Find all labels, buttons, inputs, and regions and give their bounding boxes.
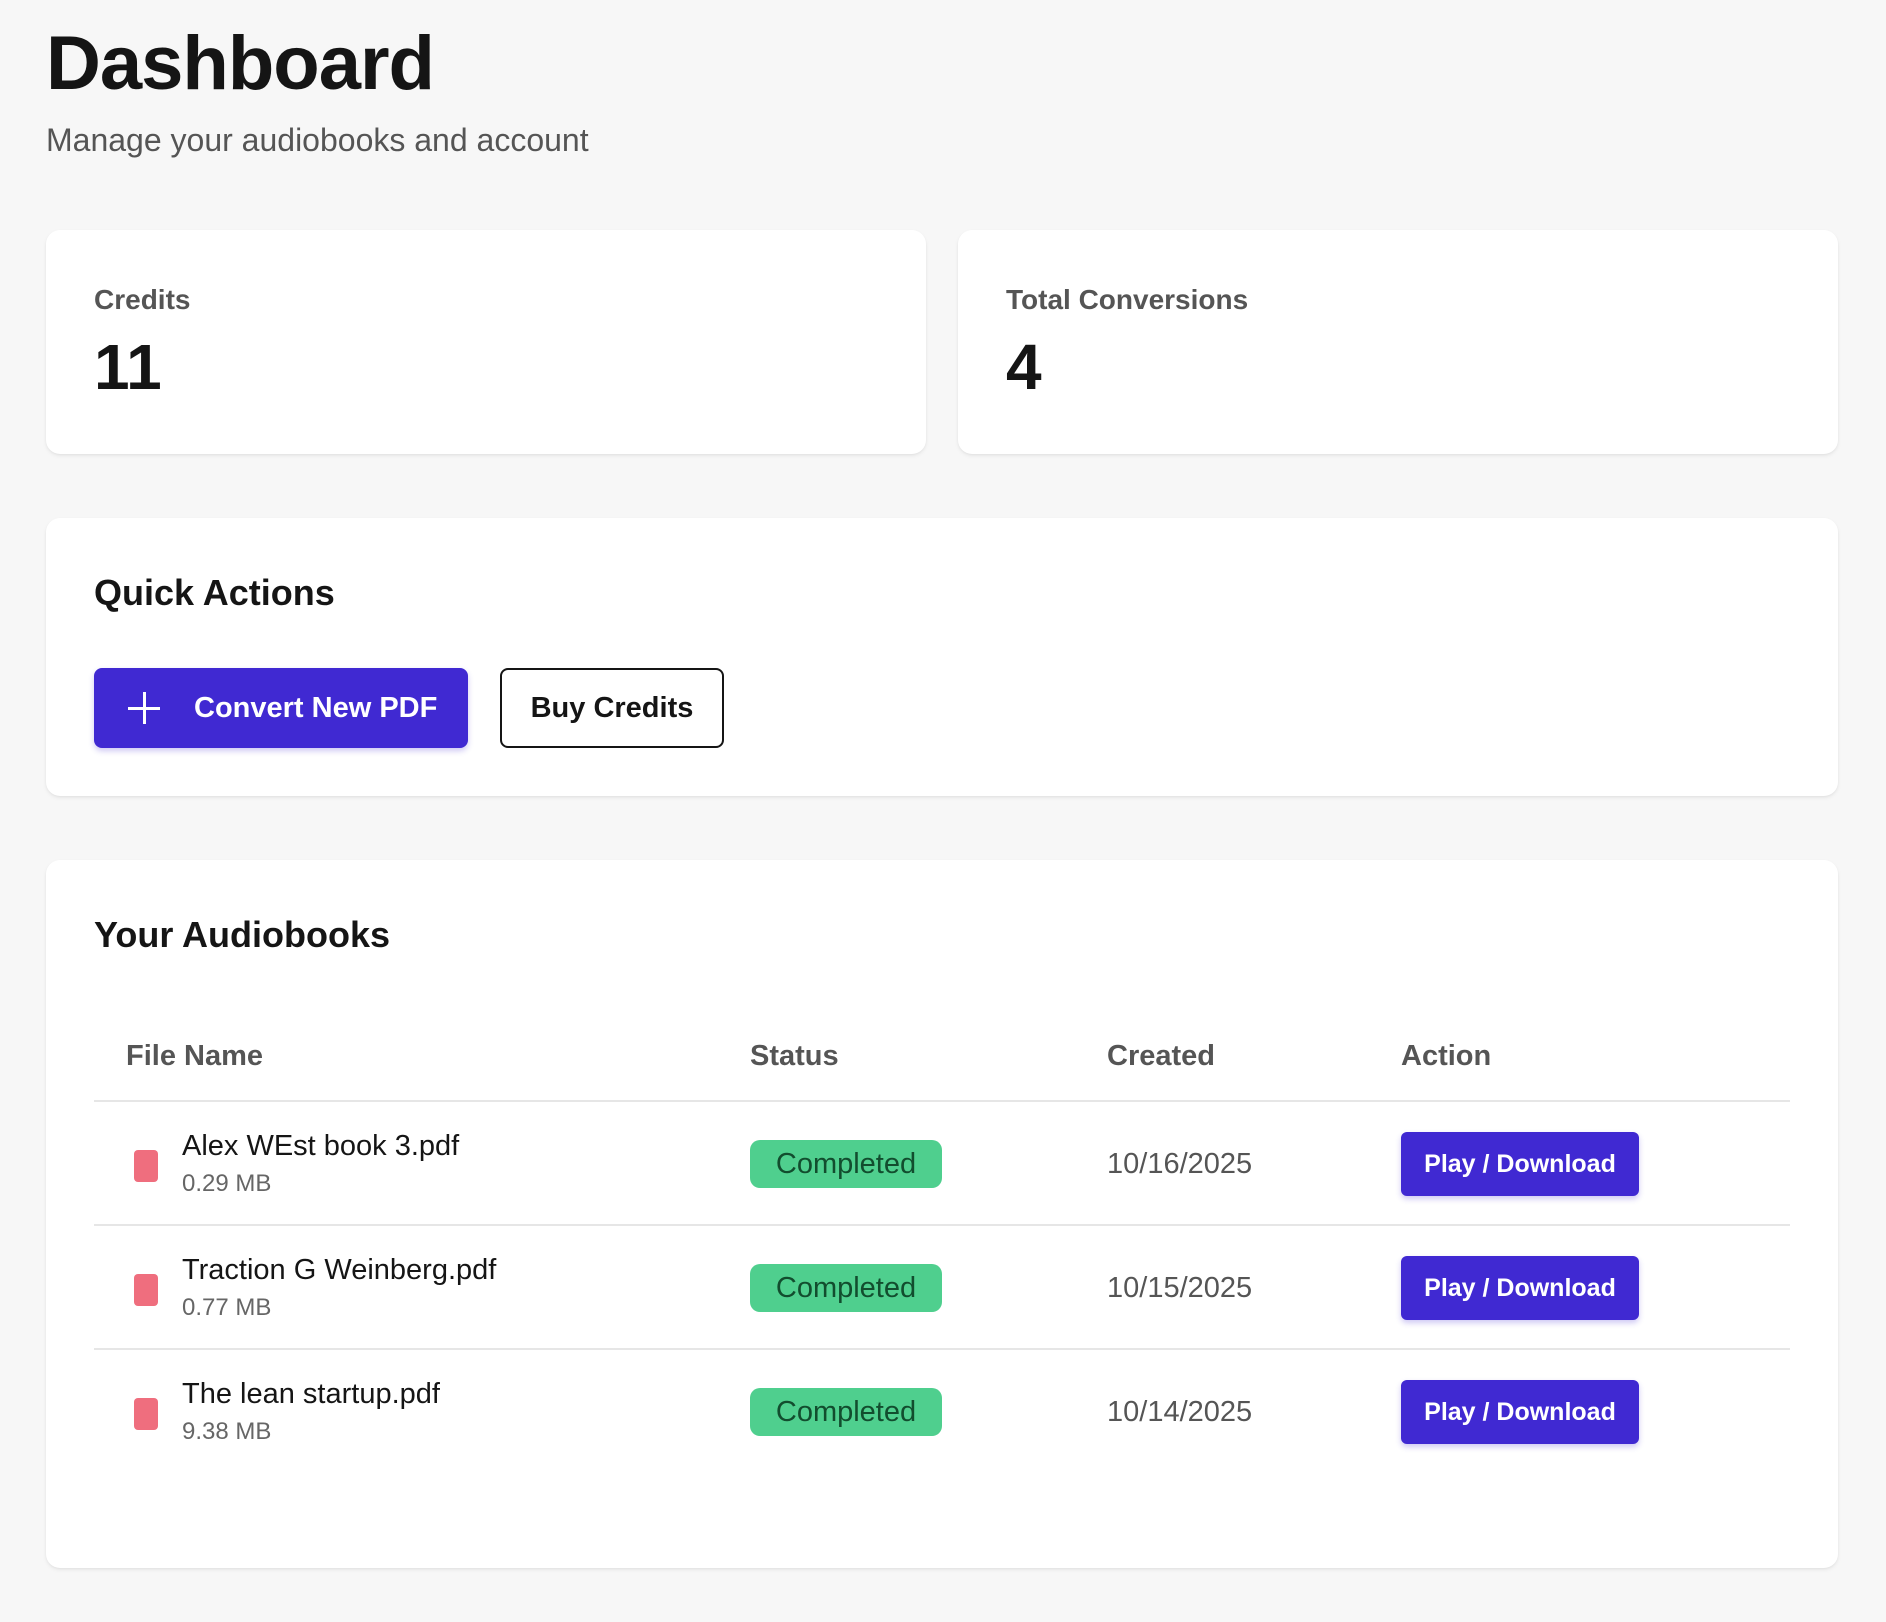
created-date: 10/14/2025 <box>1107 1396 1253 1428</box>
plus-icon <box>128 692 160 724</box>
convert-new-pdf-button[interactable]: Convert New PDF <box>94 668 468 748</box>
column-header-action: Action <box>1401 1040 1492 1072</box>
total-conversions-label: Total Conversions <box>1006 284 1249 315</box>
audiobooks-title: Your Audiobooks <box>94 914 390 955</box>
credits-value: 11 <box>94 331 162 403</box>
created-date: 10/15/2025 <box>1107 1272 1253 1304</box>
pdf-file-icon <box>134 1398 158 1430</box>
play-download-button[interactable]: Play / Download <box>1401 1256 1639 1320</box>
play-download-button[interactable]: Play / Download <box>1401 1132 1639 1196</box>
file-name: Traction G Weinberg.pdf <box>182 1254 497 1286</box>
column-header-created: Created <box>1107 1040 1215 1072</box>
status-badge: Completed <box>750 1388 942 1436</box>
play-download-button[interactable]: Play / Download <box>1401 1380 1639 1444</box>
table-row: The lean startup.pdf 9.38 MB Completed 1… <box>94 1350 1790 1474</box>
convert-new-pdf-label: Convert New PDF <box>194 691 438 724</box>
table-row: Traction G Weinberg.pdf 0.77 MB Complete… <box>94 1226 1790 1350</box>
column-header-file-name: File Name <box>126 1040 263 1072</box>
total-conversions-value: 4 <box>1006 331 1042 403</box>
file-size: 0.29 MB <box>182 1170 272 1197</box>
credits-label: Credits <box>94 284 191 315</box>
created-date: 10/16/2025 <box>1107 1148 1253 1180</box>
file-name: The lean startup.pdf <box>182 1378 440 1410</box>
status-badge: Completed <box>750 1264 942 1312</box>
total-conversions-card: Total Conversions 4 <box>958 230 1838 454</box>
page-subtitle: Manage your audiobooks and account <box>46 122 589 158</box>
buy-credits-button[interactable]: Buy Credits <box>500 668 724 748</box>
quick-actions-title: Quick Actions <box>94 572 335 613</box>
pdf-file-icon <box>134 1150 158 1182</box>
audiobooks-card: Your Audiobooks File Name Status Created… <box>46 860 1838 1568</box>
file-size: 0.77 MB <box>182 1294 272 1321</box>
status-badge: Completed <box>750 1140 942 1188</box>
table-header: File Name Status Created Action <box>94 1000 1790 1102</box>
table-row: Alex WEst book 3.pdf 0.29 MB Completed 1… <box>94 1102 1790 1226</box>
audiobooks-table: File Name Status Created Action Alex WEs… <box>94 1000 1790 1474</box>
page-title: Dashboard <box>46 21 435 106</box>
column-header-status: Status <box>750 1040 839 1072</box>
pdf-file-icon <box>134 1274 158 1306</box>
file-size: 9.38 MB <box>182 1418 272 1445</box>
quick-actions-card: Quick Actions Convert New PDF Buy Credit… <box>46 518 1838 796</box>
file-name: Alex WEst book 3.pdf <box>182 1130 460 1162</box>
credits-card: Credits 11 <box>46 230 926 454</box>
